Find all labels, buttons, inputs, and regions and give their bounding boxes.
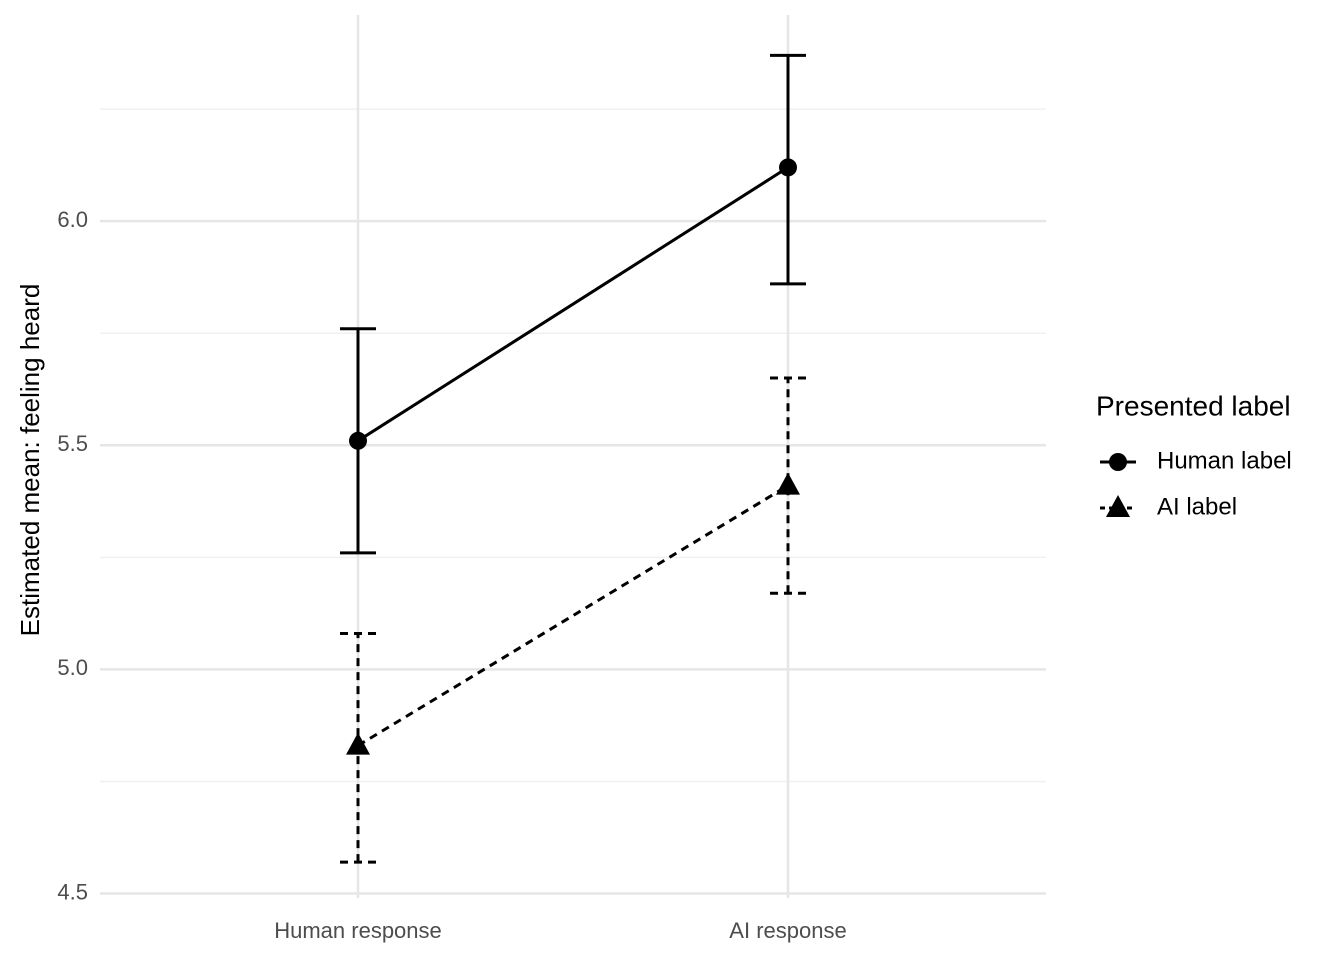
point xyxy=(349,431,367,450)
legend-title: Presented label xyxy=(1096,390,1291,421)
y-tick-label: 4.5 xyxy=(57,879,88,904)
series-line xyxy=(357,484,789,747)
x-tick-label: AI response xyxy=(729,918,846,943)
y-tick-label: 6.0 xyxy=(57,207,88,232)
x-tick-label: Human response xyxy=(274,918,442,943)
legend-marker xyxy=(1106,495,1130,517)
legend-label: AI label xyxy=(1157,493,1237,520)
y-tick-label: 5.0 xyxy=(57,655,88,680)
y-tick-label: 5.5 xyxy=(57,431,88,456)
series-line xyxy=(357,166,789,443)
y-axis-title: Estimated mean: feeling heard xyxy=(15,284,45,637)
point xyxy=(346,732,370,755)
point xyxy=(779,158,797,177)
legend-label: Human label xyxy=(1157,447,1292,474)
legend-marker xyxy=(1109,453,1127,471)
point xyxy=(776,472,800,495)
